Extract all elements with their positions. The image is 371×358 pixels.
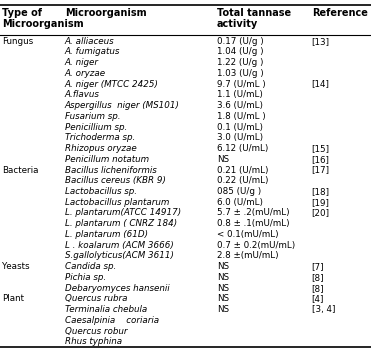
Text: 2.8 ±(mU/mL): 2.8 ±(mU/mL) xyxy=(217,251,279,261)
Text: Reference: Reference xyxy=(312,8,368,18)
Text: NS: NS xyxy=(217,273,229,282)
Text: 0.7 ± 0.2(mU/mL): 0.7 ± 0.2(mU/mL) xyxy=(217,241,295,250)
Text: [15]: [15] xyxy=(312,144,330,153)
Text: 3.6 (U/mL): 3.6 (U/mL) xyxy=(217,101,263,110)
Text: 0.22 (U/mL): 0.22 (U/mL) xyxy=(217,176,269,185)
Text: Microorganism: Microorganism xyxy=(65,8,147,18)
Text: [8]: [8] xyxy=(312,273,324,282)
Text: A. fumigatus: A. fumigatus xyxy=(65,47,120,57)
Text: 0.17 (U/g ): 0.17 (U/g ) xyxy=(217,37,264,46)
Text: Lactobacillus plantarum: Lactobacillus plantarum xyxy=(65,198,169,207)
Text: [3, 4]: [3, 4] xyxy=(312,305,335,314)
Text: A. niger: A. niger xyxy=(65,58,99,67)
Text: L . koalarum (ACM 3666): L . koalarum (ACM 3666) xyxy=(65,241,174,250)
Text: 1.03 (U/g ): 1.03 (U/g ) xyxy=(217,69,264,78)
Text: Type of
Microorganism: Type of Microorganism xyxy=(2,8,83,29)
Text: 0.21 (U/mL): 0.21 (U/mL) xyxy=(217,165,269,175)
Text: NS: NS xyxy=(217,155,229,164)
Text: Terminalia chebula: Terminalia chebula xyxy=(65,305,147,314)
Text: Pichia sp.: Pichia sp. xyxy=(65,273,106,282)
Text: 1.1 (U/mL): 1.1 (U/mL) xyxy=(217,90,263,100)
Text: Yeasts: Yeasts xyxy=(2,262,29,271)
Text: Bacillus licheniformis: Bacillus licheniformis xyxy=(65,165,157,175)
Text: [13]: [13] xyxy=(312,37,330,46)
Text: < 0.1(mU/mL): < 0.1(mU/mL) xyxy=(217,230,279,239)
Text: Caesalpinia    coriaria: Caesalpinia coriaria xyxy=(65,316,159,325)
Text: 1.22 (U/g ): 1.22 (U/g ) xyxy=(217,58,263,67)
Text: [20]: [20] xyxy=(312,208,330,218)
Text: Lactobacillus sp.: Lactobacillus sp. xyxy=(65,187,137,196)
Text: Trichoderma sp.: Trichoderma sp. xyxy=(65,133,135,142)
Text: Rhizopus oryzae: Rhizopus oryzae xyxy=(65,144,137,153)
Text: [17]: [17] xyxy=(312,165,330,175)
Text: NS: NS xyxy=(217,284,229,293)
Text: 6.0 (U/mL): 6.0 (U/mL) xyxy=(217,198,263,207)
Text: 0.1 (U/mL): 0.1 (U/mL) xyxy=(217,122,263,132)
Text: Penicillium sp.: Penicillium sp. xyxy=(65,122,127,132)
Text: 5.7 ± .2(mU/mL): 5.7 ± .2(mU/mL) xyxy=(217,208,290,218)
Text: NS: NS xyxy=(217,305,229,314)
Text: [14]: [14] xyxy=(312,79,330,89)
Text: Rhus typhina: Rhus typhina xyxy=(65,337,122,347)
Text: Plant: Plant xyxy=(2,294,24,304)
Text: Quercus robur: Quercus robur xyxy=(65,326,127,336)
Text: Debaryomyces hansenii: Debaryomyces hansenii xyxy=(65,284,170,293)
Text: A.flavus: A.flavus xyxy=(65,90,100,100)
Text: [8]: [8] xyxy=(312,284,324,293)
Text: A. oryzae: A. oryzae xyxy=(65,69,106,78)
Text: 1.04 (U/g ): 1.04 (U/g ) xyxy=(217,47,264,57)
Text: 0.8 ± .1(mU/mL): 0.8 ± .1(mU/mL) xyxy=(217,219,290,228)
Text: S.gallolyticus(ACM 3611): S.gallolyticus(ACM 3611) xyxy=(65,251,174,261)
Text: Fusarium sp.: Fusarium sp. xyxy=(65,112,121,121)
Text: 1.8 (U/mL ): 1.8 (U/mL ) xyxy=(217,112,266,121)
Text: 6.12 (U/mL): 6.12 (U/mL) xyxy=(217,144,268,153)
Text: [18]: [18] xyxy=(312,187,330,196)
Text: Aspergillus  niger (MS101): Aspergillus niger (MS101) xyxy=(65,101,180,110)
Text: L. plantarum ( CNRZ 184): L. plantarum ( CNRZ 184) xyxy=(65,219,177,228)
Text: [7]: [7] xyxy=(312,262,324,271)
Text: Fungus: Fungus xyxy=(2,37,33,46)
Text: A. alliaceus: A. alliaceus xyxy=(65,37,115,46)
Text: Candida sp.: Candida sp. xyxy=(65,262,116,271)
Text: [4]: [4] xyxy=(312,294,324,304)
Text: Bacteria: Bacteria xyxy=(2,165,38,175)
Text: Bacillus cereus (KBR 9): Bacillus cereus (KBR 9) xyxy=(65,176,166,185)
Text: 085 (U/g ): 085 (U/g ) xyxy=(217,187,261,196)
Text: A. niger (MTCC 2425): A. niger (MTCC 2425) xyxy=(65,79,159,89)
Text: Total tannase
activity: Total tannase activity xyxy=(217,8,291,29)
Text: NS: NS xyxy=(217,294,229,304)
Text: NS: NS xyxy=(217,262,229,271)
Text: [16]: [16] xyxy=(312,155,330,164)
Text: L. plantarum(ATCC 14917): L. plantarum(ATCC 14917) xyxy=(65,208,181,218)
Text: 3.0 (U/mL): 3.0 (U/mL) xyxy=(217,133,263,142)
Text: Penicillum notatum: Penicillum notatum xyxy=(65,155,149,164)
Text: L. plantarum (61D): L. plantarum (61D) xyxy=(65,230,148,239)
Text: Quercus rubra: Quercus rubra xyxy=(65,294,127,304)
Text: 9.7 (U/mL ): 9.7 (U/mL ) xyxy=(217,79,266,89)
Text: [19]: [19] xyxy=(312,198,330,207)
